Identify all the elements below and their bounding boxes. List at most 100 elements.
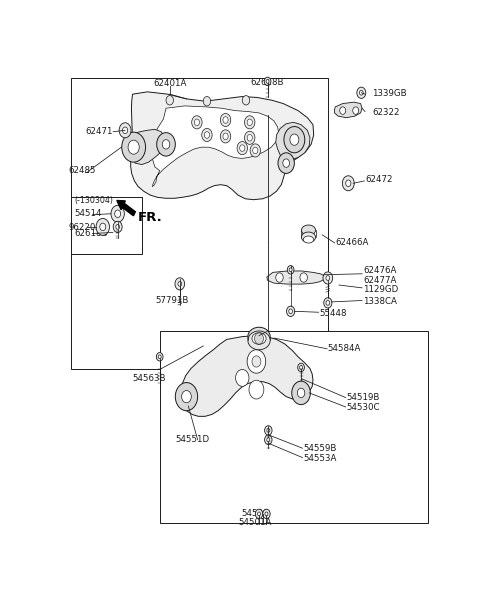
Text: 54563B: 54563B (132, 375, 166, 383)
Text: (-130304): (-130304) (74, 196, 113, 205)
Circle shape (264, 77, 271, 86)
Circle shape (237, 141, 248, 155)
Circle shape (236, 370, 249, 386)
Circle shape (158, 355, 161, 359)
Bar (160, 331, 428, 523)
Circle shape (202, 128, 212, 141)
Circle shape (267, 429, 270, 432)
Text: 54584A: 54584A (328, 344, 361, 353)
Circle shape (252, 356, 261, 367)
Circle shape (267, 438, 270, 442)
Ellipse shape (248, 327, 270, 346)
Circle shape (346, 180, 351, 186)
Circle shape (96, 219, 109, 235)
Text: 62477A: 62477A (363, 276, 396, 285)
Circle shape (203, 96, 211, 106)
Text: 62466A: 62466A (335, 238, 369, 247)
Text: 62476A: 62476A (363, 267, 396, 275)
Circle shape (297, 388, 305, 398)
Circle shape (342, 176, 354, 191)
Circle shape (288, 266, 294, 274)
Circle shape (252, 147, 258, 153)
Circle shape (264, 435, 272, 445)
Circle shape (113, 221, 122, 233)
Ellipse shape (252, 333, 266, 344)
Circle shape (175, 382, 198, 410)
Circle shape (119, 123, 131, 138)
Circle shape (175, 278, 185, 290)
FancyArrow shape (117, 200, 135, 216)
Circle shape (326, 300, 330, 305)
Circle shape (323, 272, 333, 284)
Circle shape (255, 509, 263, 519)
Text: 62618B: 62618B (74, 229, 108, 238)
Polygon shape (152, 106, 279, 186)
Circle shape (324, 298, 332, 308)
Text: 1338CA: 1338CA (363, 297, 397, 306)
Text: 62472: 62472 (365, 175, 393, 185)
Circle shape (289, 268, 292, 272)
Text: 1339GB: 1339GB (372, 89, 407, 97)
Polygon shape (132, 129, 165, 164)
Circle shape (258, 512, 261, 516)
Text: 54501A: 54501A (239, 518, 272, 527)
Circle shape (247, 119, 252, 125)
Circle shape (290, 134, 299, 146)
Circle shape (283, 159, 289, 167)
Text: FR.: FR. (137, 211, 162, 224)
Bar (71, 78, 328, 368)
Circle shape (223, 133, 228, 139)
Text: 1129GD: 1129GD (363, 285, 398, 294)
Circle shape (156, 353, 163, 361)
Circle shape (276, 273, 283, 282)
Text: 62322: 62322 (372, 108, 400, 117)
Circle shape (220, 130, 231, 143)
Circle shape (353, 107, 359, 114)
Circle shape (287, 306, 295, 317)
Text: 62485: 62485 (68, 166, 96, 175)
Polygon shape (267, 271, 325, 284)
Circle shape (265, 512, 268, 516)
Circle shape (166, 96, 173, 105)
Circle shape (128, 140, 139, 154)
Text: 55448: 55448 (320, 309, 347, 318)
Text: 54519B: 54519B (347, 393, 380, 402)
Circle shape (100, 223, 106, 231)
Bar (71, 197, 142, 253)
Circle shape (220, 113, 231, 127)
Circle shape (326, 276, 330, 280)
Circle shape (360, 90, 363, 95)
Circle shape (244, 131, 255, 144)
Ellipse shape (303, 236, 314, 243)
Text: 54500: 54500 (241, 509, 269, 518)
Circle shape (240, 145, 245, 152)
Circle shape (178, 281, 181, 286)
Circle shape (223, 117, 228, 123)
Text: 57791B: 57791B (156, 295, 189, 304)
Text: 54530C: 54530C (347, 403, 380, 412)
Circle shape (192, 116, 202, 129)
Circle shape (340, 107, 346, 114)
Polygon shape (335, 102, 362, 118)
Polygon shape (276, 122, 310, 162)
Circle shape (292, 381, 311, 404)
Circle shape (300, 365, 302, 369)
Text: 54553A: 54553A (304, 454, 337, 463)
Ellipse shape (301, 232, 315, 242)
Ellipse shape (248, 331, 270, 350)
Polygon shape (131, 92, 314, 200)
Text: 62618B: 62618B (251, 78, 284, 87)
Circle shape (115, 210, 120, 217)
Circle shape (244, 116, 255, 129)
Circle shape (122, 127, 128, 133)
Circle shape (254, 333, 264, 344)
Circle shape (162, 139, 170, 149)
Circle shape (266, 80, 269, 83)
Circle shape (300, 273, 307, 282)
Circle shape (284, 127, 305, 153)
Circle shape (250, 144, 261, 157)
Circle shape (122, 132, 145, 162)
Circle shape (278, 153, 294, 174)
Circle shape (357, 87, 366, 99)
Circle shape (289, 309, 292, 314)
